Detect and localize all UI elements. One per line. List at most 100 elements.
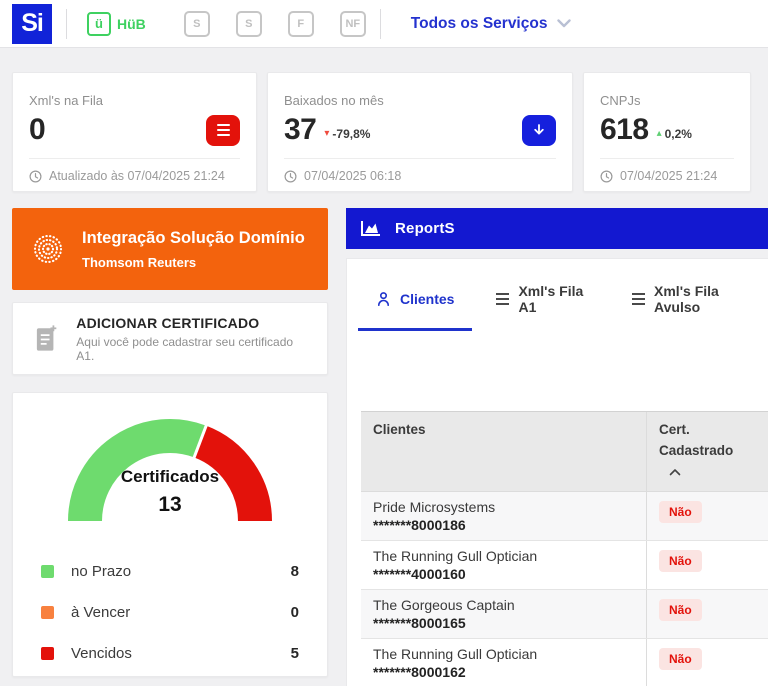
column-header-cert-cadastrado[interactable]: Cert. Cadastrado	[646, 412, 768, 491]
legend-item-a-vencer: à Vencer 0	[41, 592, 299, 633]
table-row[interactable]: Pride Microsystems *******8000186 Não	[361, 492, 768, 541]
red-swatch-icon	[41, 647, 54, 660]
certificates-gauge-chart: Certificados 13	[64, 415, 276, 539]
legend-item-vencidos: Vencidos 5	[41, 633, 299, 674]
stat-card-baixados: Baixados no mês 37 ▾ -79,8% 07/04/2025 0…	[267, 72, 573, 192]
legend-label: à Vencer	[71, 604, 130, 621]
client-name: The Gorgeous Captain	[373, 597, 634, 613]
legend-label: no Prazo	[71, 563, 131, 580]
area-chart-icon	[360, 220, 381, 237]
add-certificate-title: ADICIONAR CERTIFICADO	[76, 315, 307, 331]
left-column: Integração Solução Domínio Thomsom Reute…	[12, 208, 328, 686]
top-header: Si ü HüB S S F NF Todos os Serviços	[0, 0, 768, 48]
tab-clientes[interactable]: Clientes	[358, 279, 472, 331]
hub-icon: ü	[87, 12, 111, 36]
table-row[interactable]: The Running Gull Optician *******8000162…	[361, 639, 768, 686]
reports-header-bar: ReportS	[346, 208, 768, 249]
stat-delta-value: 0,2%	[665, 127, 692, 141]
divider	[29, 158, 240, 159]
certificate-document-icon	[33, 324, 58, 354]
cert-status-badge: Não	[659, 501, 702, 523]
tab-label: Clientes	[400, 291, 454, 307]
gauge-total-value: 13	[64, 493, 276, 517]
column-header-line1: Cert.	[659, 422, 690, 437]
cert-status-badge: Não	[659, 648, 702, 670]
table-row[interactable]: The Gorgeous Captain *******8000165 Não	[361, 590, 768, 639]
triangle-down-icon: ▾	[324, 129, 329, 139]
orange-swatch-icon	[41, 606, 54, 619]
add-certificate-subtitle: Aqui você pode cadastrar seu certificado…	[76, 335, 307, 363]
tab-xmls-fila-a1[interactable]: Xml's Fila A1	[478, 279, 608, 331]
stat-cards-row: Xml's na Fila 0 Atualizado às 07/04/2025…	[12, 72, 768, 192]
divider	[380, 9, 381, 39]
stat-delta: ▴ 0,2%	[657, 127, 692, 141]
reports-panel: Clientes Xml's Fila A1 Xml's Fila Avulso…	[346, 258, 768, 686]
stat-delta-value: -79,8%	[332, 127, 370, 141]
app-icon-2[interactable]: S	[236, 11, 262, 37]
column-header-line2: Cadastrado	[659, 443, 733, 458]
client-masked-id: *******8000186	[373, 517, 634, 533]
stat-label: Baixados no mês	[284, 93, 556, 108]
legend-value: 0	[291, 604, 299, 621]
stat-card-xml-fila: Xml's na Fila 0 Atualizado às 07/04/2025…	[12, 72, 257, 192]
services-dropdown[interactable]: Todos os Serviços	[411, 15, 572, 33]
table-row[interactable]: The Running Gull Optician *******4000160…	[361, 541, 768, 590]
legend-item-no-prazo: no Prazo 8	[41, 551, 299, 592]
stat-updated-text: 07/04/2025 06:18	[304, 169, 401, 183]
cert-status-badge: Não	[659, 599, 702, 621]
clock-icon	[284, 170, 297, 183]
green-swatch-icon	[41, 565, 54, 578]
clock-icon	[600, 170, 613, 183]
person-icon	[376, 291, 391, 307]
list-icon	[496, 293, 509, 304]
stat-label: Xml's na Fila	[29, 93, 240, 108]
app-icons-group: S S F NF	[184, 11, 366, 37]
legend-value: 8	[291, 563, 299, 580]
legend-total-row: Total de Certificados 13	[41, 674, 299, 686]
client-masked-id: *******4000160	[373, 566, 634, 582]
list-icon	[632, 293, 645, 304]
si-logo[interactable]: Si	[12, 4, 52, 44]
hub-label: HüB	[117, 16, 146, 32]
chevron-down-icon	[557, 19, 571, 28]
triangle-up-icon: ▴	[657, 129, 662, 139]
client-name: Pride Microsystems	[373, 499, 634, 515]
stat-value: 0	[29, 113, 45, 147]
queue-menu-button[interactable]	[206, 115, 240, 146]
gauge-legend: no Prazo 8 à Vencer 0 Vencidos 5 Total d…	[13, 551, 327, 686]
table-header-row: Clientes Cert. Cadastrado	[361, 411, 768, 492]
services-dropdown-label: Todos os Serviços	[411, 15, 548, 33]
divider	[600, 158, 734, 159]
clock-icon	[29, 170, 42, 183]
stat-delta: ▾ -79,8%	[324, 127, 370, 141]
hub-app-button[interactable]: ü HüB	[87, 12, 146, 36]
gauge-title: Certificados	[64, 467, 276, 487]
reports-section: ReportS Clientes Xml's Fila A1 Xml's	[346, 208, 768, 686]
add-certificate-card[interactable]: ADICIONAR CERTIFICADO Aqui você pode cad…	[12, 302, 328, 375]
divider	[66, 9, 67, 39]
client-name: The Running Gull Optician	[373, 548, 634, 564]
tab-label: Xml's Fila Avulso	[654, 283, 750, 315]
legend-label: Vencidos	[71, 645, 132, 662]
integration-card[interactable]: Integração Solução Domínio Thomsom Reute…	[12, 208, 328, 290]
integration-title: Integração Solução Domínio	[82, 229, 305, 248]
download-button[interactable]	[522, 115, 556, 146]
divider	[284, 158, 556, 159]
app-icon-4[interactable]: NF	[340, 11, 366, 37]
column-header-clientes: Clientes	[361, 412, 646, 491]
client-name: The Running Gull Optician	[373, 646, 634, 662]
cert-status-badge: Não	[659, 550, 702, 572]
legend-value: 5	[291, 645, 299, 662]
integration-subtitle: Thomsom Reuters	[82, 255, 305, 270]
reports-title: ReportS	[395, 220, 455, 237]
stat-value: 37	[284, 113, 316, 147]
certificates-gauge-card: Certificados 13 no Prazo 8 à Vencer 0 V	[12, 392, 328, 677]
thomson-reuters-logo-icon	[30, 231, 66, 267]
stat-updated-text: Atualizado às 07/04/2025 21:24	[49, 169, 225, 183]
app-icon-3[interactable]: F	[288, 11, 314, 37]
tab-xmls-fila-avulso[interactable]: Xml's Fila Avulso	[614, 279, 768, 331]
client-masked-id: *******8000162	[373, 664, 634, 680]
app-icon-1[interactable]: S	[184, 11, 210, 37]
sort-ascending-icon[interactable]	[669, 462, 681, 483]
stat-value: 618	[600, 113, 649, 147]
